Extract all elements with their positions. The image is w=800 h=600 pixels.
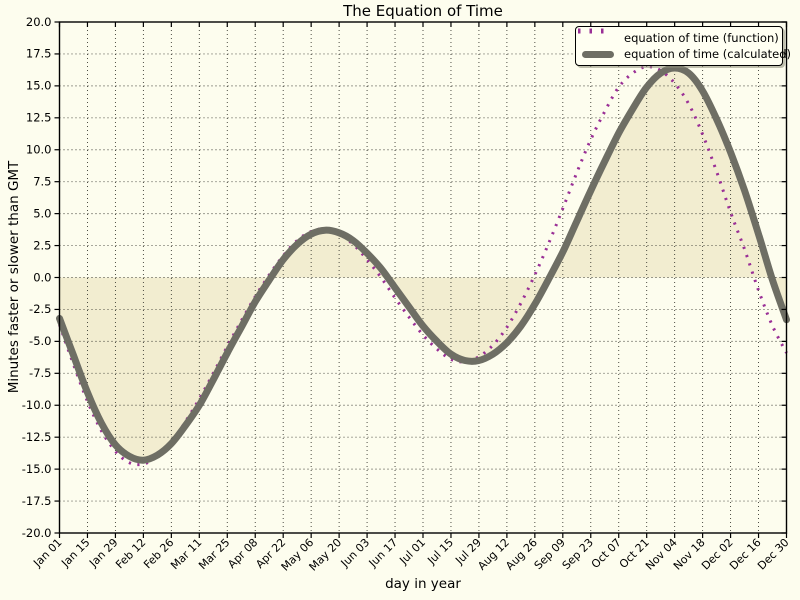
x-tick-label: Apr 08: [225, 536, 260, 571]
x-tick-label: Aug 26: [503, 536, 540, 573]
legend-label: equation of time (function): [624, 31, 779, 45]
x-tick-label: Jun 17: [366, 536, 400, 570]
y-tick-label: 2.5: [33, 238, 51, 252]
y-tick-label: -5.0: [29, 334, 51, 348]
legend-box: equation of time (function) equation of …: [575, 26, 791, 66]
y-tick-label: -20.0: [22, 526, 52, 540]
thick-line-marker-icon: [582, 50, 616, 58]
y-tick-label: -10.0: [22, 398, 52, 412]
chart-title: The Equation of Time: [343, 2, 503, 20]
y-tick-label: 15.0: [26, 79, 52, 93]
x-tick-label: Jul 15: [424, 536, 456, 568]
legend-entry-function: equation of time (function): [578, 28, 779, 46]
legend-entry-calculated: equation of time (calculated): [582, 46, 791, 62]
y-tick-label: -7.5: [29, 366, 51, 380]
x-tick-label: Jan 15: [58, 536, 92, 570]
y-tick-label: -17.5: [22, 494, 52, 508]
y-tick-label: 12.5: [26, 111, 52, 125]
x-tick-label: Feb 12: [113, 536, 148, 571]
x-tick-label: Dec 30: [755, 536, 792, 573]
x-tick-label: Mar 25: [196, 536, 232, 572]
x-tick-label: Jul 01: [396, 536, 428, 568]
y-tick-label: 0.0: [33, 270, 51, 284]
y-axis-label: Minutes faster or slower than GMT: [6, 160, 22, 394]
y-tick-label: 20.0: [26, 15, 52, 29]
x-axis-label: day in year: [385, 576, 461, 592]
y-tick-label: 17.5: [26, 47, 52, 61]
legend-label: equation of time (calculated): [624, 47, 792, 61]
y-tick-label: 7.5: [33, 174, 51, 188]
y-tick-label: 10.0: [26, 143, 52, 157]
y-tick-label: 5.0: [33, 206, 51, 220]
x-tick-label: Jan 01: [30, 536, 64, 570]
y-tick-label: -15.0: [22, 462, 52, 476]
x-tick-label: Oct 07: [589, 536, 624, 571]
y-tick-label: -12.5: [22, 430, 52, 444]
x-tick-label: Jun 03: [338, 536, 372, 570]
x-tick-label: Sep 23: [560, 536, 596, 572]
series-calculated-curve: [56, 64, 790, 464]
y-tick-label: -2.5: [29, 302, 51, 316]
